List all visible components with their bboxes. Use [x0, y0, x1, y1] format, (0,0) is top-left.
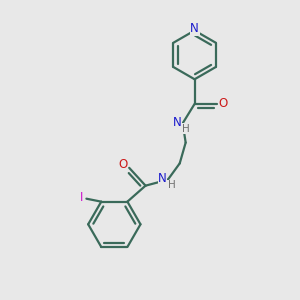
Text: H: H — [182, 124, 190, 134]
Text: O: O — [118, 158, 127, 171]
Text: O: O — [219, 98, 228, 110]
Text: N: N — [173, 116, 182, 129]
Text: H: H — [167, 180, 175, 190]
Text: N: N — [190, 22, 199, 35]
Text: N: N — [158, 172, 167, 185]
Text: I: I — [80, 191, 84, 204]
